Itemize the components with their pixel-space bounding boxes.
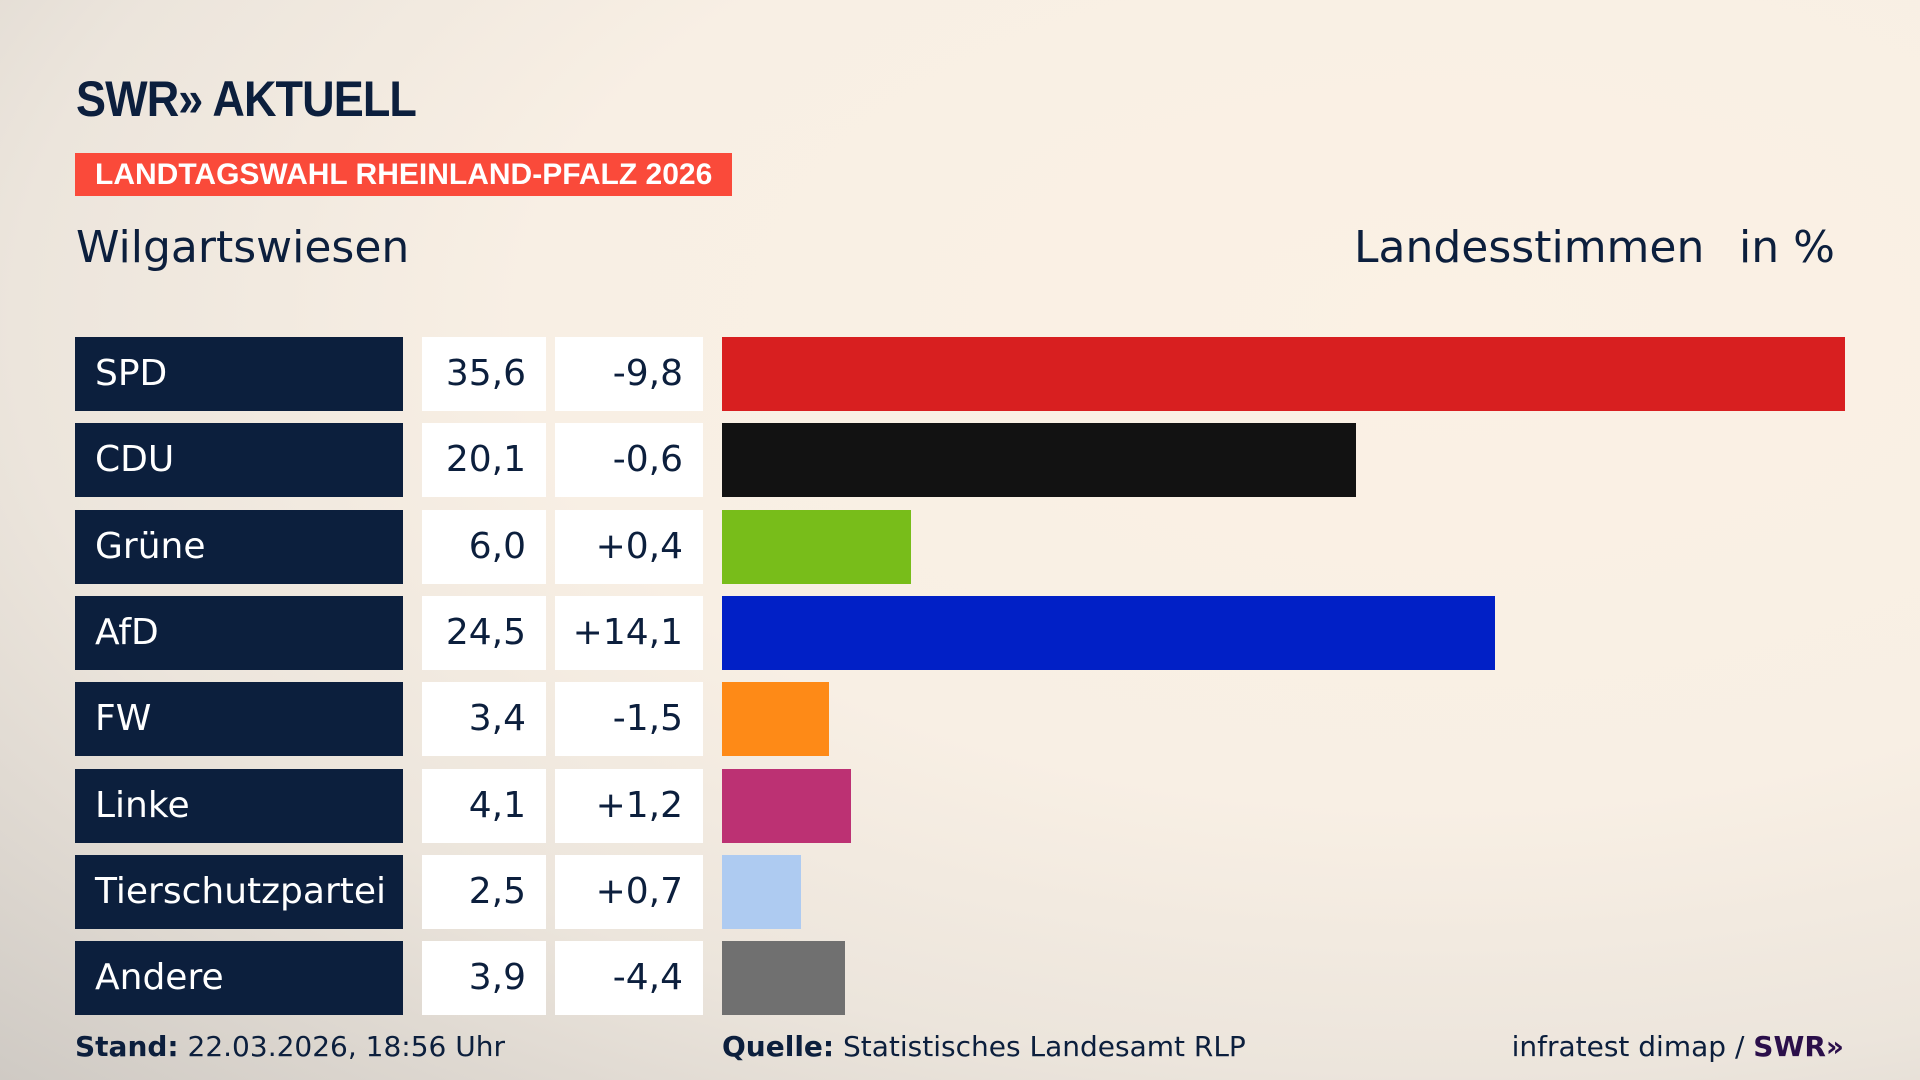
party-label: Tierschutzpartei xyxy=(75,854,403,929)
stand-label: Stand: xyxy=(75,1030,179,1063)
diff-label: +1,2 xyxy=(555,768,703,843)
source: Quelle: Statistisches Landesamt RLP xyxy=(722,1030,1246,1063)
bar xyxy=(722,941,846,1016)
value-label: 24,5 xyxy=(422,595,546,670)
chart-row: Andere 3,9 -4,4 xyxy=(0,941,1920,1016)
value-label: 3,4 xyxy=(422,682,546,757)
unit-label: in % xyxy=(1739,222,1835,273)
party-label: CDU xyxy=(75,423,403,498)
diff-label: -0,6 xyxy=(555,423,703,498)
source-label: Quelle: xyxy=(722,1030,835,1063)
value-label: 20,1 xyxy=(422,423,546,498)
diff-label: -1,5 xyxy=(555,682,703,757)
chart-row: AfD 24,5 +14,1 xyxy=(0,595,1920,670)
chart-row: Tierschutzpartei 2,5 +0,7 xyxy=(0,854,1920,929)
diff-label: +0,4 xyxy=(555,509,703,584)
credit-text: infratest dimap / xyxy=(1511,1030,1745,1063)
chart-row: CDU 20,1 -0,6 xyxy=(0,423,1920,498)
value-label: 35,6 xyxy=(422,337,546,411)
source-value: Statistisches Landesamt RLP xyxy=(843,1030,1246,1063)
chart-row: Grüne 6,0 +0,4 xyxy=(0,509,1920,584)
diff-label: +0,7 xyxy=(555,854,703,929)
party-label: Andere xyxy=(75,941,403,1016)
value-label: 4,1 xyxy=(422,768,546,843)
swr-aktuell-logo: SWR» AKTUELL xyxy=(76,71,417,127)
election-banner: LANDTAGSWAHL RHEINLAND-PFALZ 2026 xyxy=(75,153,733,196)
party-label: AfD xyxy=(75,595,403,670)
diff-label: -9,8 xyxy=(555,337,703,411)
bar xyxy=(722,682,830,757)
bar xyxy=(722,854,801,929)
bar xyxy=(722,768,852,843)
bar xyxy=(722,595,1495,670)
credit: infratest dimap / SWR» xyxy=(1512,1030,1844,1063)
bar xyxy=(722,337,1845,411)
diff-label: +14,1 xyxy=(555,595,703,670)
value-label: 6,0 xyxy=(422,509,546,584)
value-label: 3,9 xyxy=(422,941,546,1016)
party-label: Linke xyxy=(75,768,403,843)
bar xyxy=(722,423,1357,498)
diff-label: -4,4 xyxy=(555,941,703,1016)
chart-row: SPD 35,6 -9,8 xyxy=(0,337,1920,411)
bar xyxy=(722,509,912,584)
party-label: Grüne xyxy=(75,509,403,584)
stand-value: 22.03.2026, 18:56 Uhr xyxy=(187,1030,505,1063)
value-label: 2,5 xyxy=(422,854,546,929)
party-label: FW xyxy=(75,682,403,757)
chart-row: Linke 4,1 +1,2 xyxy=(0,768,1920,843)
timestamp: Stand: 22.03.2026, 18:56 Uhr xyxy=(75,1030,505,1063)
swr-logo-small: SWR» xyxy=(1753,1030,1844,1063)
metric-label: Landesstimmen xyxy=(1354,222,1705,273)
chart-row: FW 3,4 -1,5 xyxy=(0,682,1920,757)
place-title: Wilgartswiesen xyxy=(76,222,410,273)
party-label: SPD xyxy=(75,337,403,411)
